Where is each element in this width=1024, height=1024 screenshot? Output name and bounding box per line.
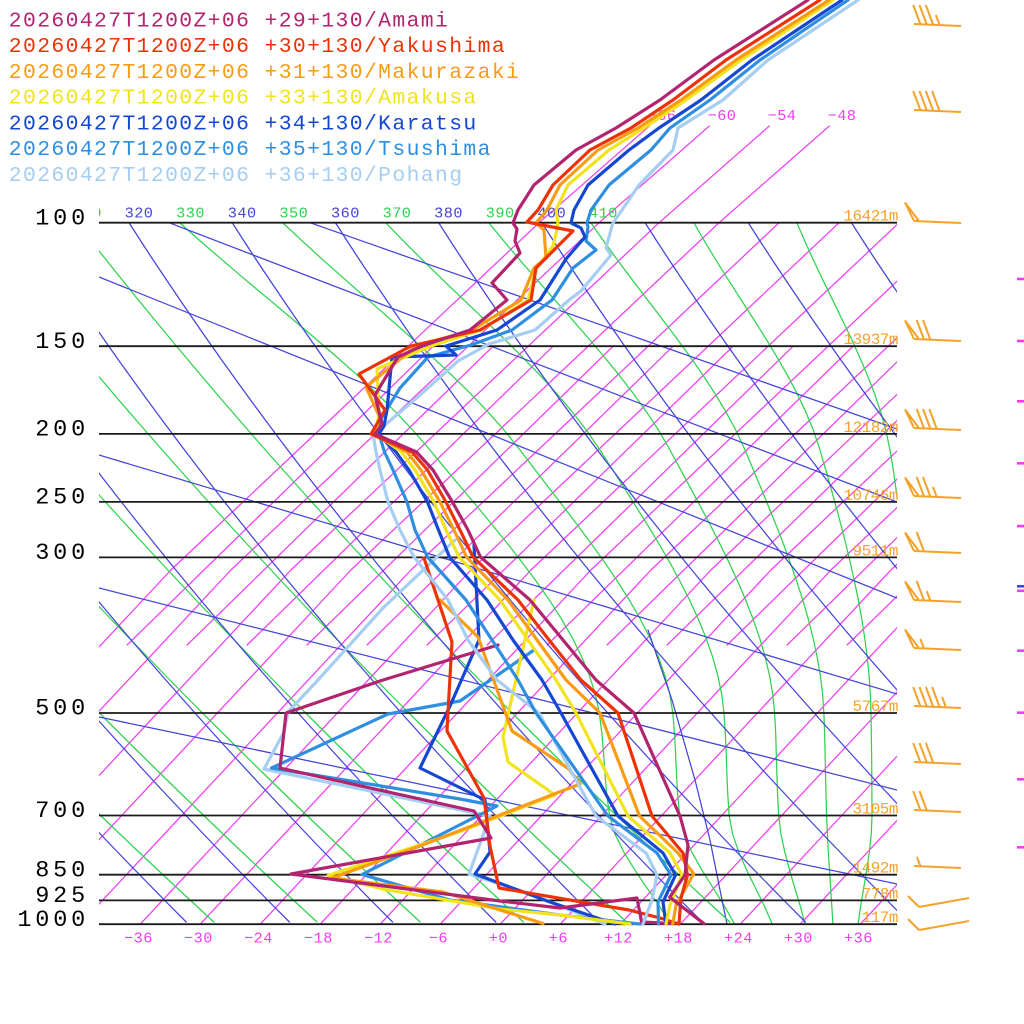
svg-text:−24: −24 [244, 930, 273, 948]
svg-text:−60: −60 [708, 107, 737, 125]
svg-text:360: 360 [331, 205, 360, 223]
svg-text:370: 370 [383, 205, 412, 223]
svg-text:117m: 117m [862, 909, 898, 927]
svg-text:330: 330 [176, 205, 205, 223]
svg-text:−54: −54 [768, 107, 797, 125]
svg-text:5767m: 5767m [852, 698, 898, 716]
svg-text:9511m: 9511m [852, 542, 898, 560]
svg-text:20260427T1200Z+06 +34+130/Kara: 20260427T1200Z+06 +34+130/Karatsu [9, 112, 478, 136]
svg-text:20260427T1200Z+06 +29+130/Amam: 20260427T1200Z+06 +29+130/Amami [9, 9, 449, 33]
svg-text:+18: +18 [664, 930, 693, 948]
svg-text:1000: 1000 [17, 907, 89, 934]
svg-text:−48: −48 [828, 107, 857, 125]
svg-text:380: 380 [434, 205, 463, 223]
svg-text:−6: −6 [429, 930, 448, 948]
svg-text:3105m: 3105m [852, 801, 898, 819]
svg-text:−36: −36 [124, 930, 153, 948]
svg-text:200: 200 [35, 417, 89, 444]
svg-text:20260427T1200Z+06 +36+130/Poha: 20260427T1200Z+06 +36+130/Pohang [9, 164, 464, 188]
svg-text:+0: +0 [489, 930, 508, 948]
svg-text:310: 310 [73, 205, 102, 223]
svg-text:300: 300 [35, 540, 89, 567]
svg-text:250: 250 [35, 485, 89, 512]
svg-text:20260427T1200Z+06 +33+130/Amak: 20260427T1200Z+06 +33+130/Amakusa [9, 87, 478, 111]
svg-text:−12: −12 [364, 930, 393, 948]
svg-text:100: 100 [35, 205, 89, 232]
svg-text:320: 320 [125, 205, 154, 223]
svg-text:150: 150 [35, 329, 89, 356]
svg-text:390: 390 [486, 205, 515, 223]
svg-text:1492m: 1492m [852, 860, 898, 878]
svg-text:350: 350 [279, 205, 308, 223]
svg-text:10746m: 10746m [843, 487, 898, 505]
svg-text:16421m: 16421m [843, 208, 898, 226]
svg-text:+36: +36 [844, 930, 873, 948]
svg-text:20260427T1200Z+06 +31+130/Maku: 20260427T1200Z+06 +31+130/Makurazaki [9, 61, 520, 85]
svg-text:20260427T1200Z+06 +35+130/Tsus: 20260427T1200Z+06 +35+130/Tsushima [9, 138, 492, 162]
svg-text:925: 925 [35, 883, 89, 910]
svg-text:400: 400 [537, 205, 566, 223]
svg-text:+30: +30 [784, 930, 813, 948]
svg-text:12182m: 12182m [843, 419, 898, 437]
svg-text:+24: +24 [724, 930, 753, 948]
svg-text:−18: −18 [304, 930, 333, 948]
svg-text:−30: −30 [184, 930, 213, 948]
svg-text:850: 850 [35, 857, 89, 884]
svg-text:778m: 778m [862, 885, 898, 903]
svg-text:500: 500 [35, 696, 89, 723]
svg-text:13937m: 13937m [843, 331, 898, 349]
svg-text:20260427T1200Z+06 +30+130/Yaku: 20260427T1200Z+06 +30+130/Yakushima [9, 35, 506, 59]
svg-text:+12: +12 [604, 930, 633, 948]
svg-text:+6: +6 [549, 930, 568, 948]
svg-text:340: 340 [228, 205, 257, 223]
svg-text:410: 410 [589, 205, 618, 223]
svg-text:700: 700 [35, 798, 89, 825]
